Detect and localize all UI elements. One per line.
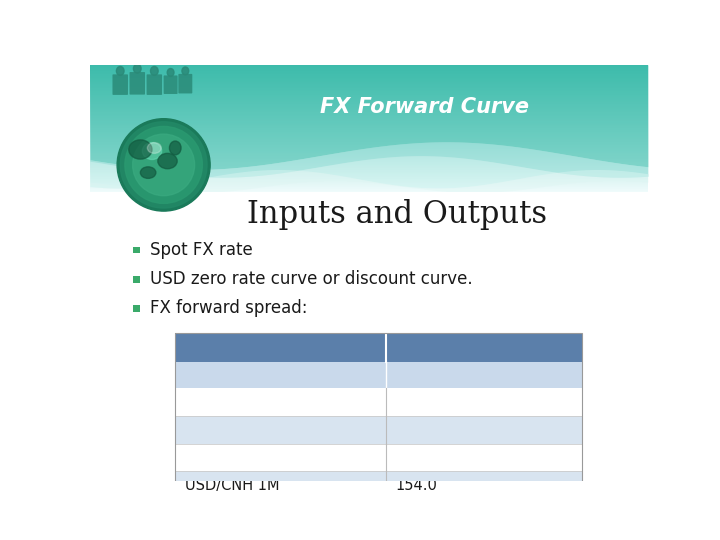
FancyBboxPatch shape xyxy=(175,444,582,471)
FancyBboxPatch shape xyxy=(179,74,192,93)
Text: USD/CNH 1W: USD/CNH 1W xyxy=(184,450,281,465)
Text: Quote Name: Quote Name xyxy=(184,368,277,383)
Ellipse shape xyxy=(117,66,124,76)
FancyBboxPatch shape xyxy=(175,388,582,416)
FancyBboxPatch shape xyxy=(112,75,128,95)
FancyBboxPatch shape xyxy=(175,362,582,388)
Text: USD/CNH O/N: USD/CNH O/N xyxy=(184,395,284,409)
Text: Forward Spread: Forward Spread xyxy=(395,368,510,383)
FancyBboxPatch shape xyxy=(132,305,140,312)
FancyBboxPatch shape xyxy=(130,72,145,94)
Text: FX forward spread:: FX forward spread: xyxy=(150,299,308,317)
Text: USD zero rate curve or discount curve.: USD zero rate curve or discount curve. xyxy=(150,270,473,288)
Ellipse shape xyxy=(143,143,162,159)
Ellipse shape xyxy=(169,141,181,155)
Ellipse shape xyxy=(148,143,161,153)
Text: FX Forward Curve: FX Forward Curve xyxy=(320,97,529,117)
FancyBboxPatch shape xyxy=(175,333,582,362)
Text: USD/CNH T/N: USD/CNH T/N xyxy=(184,422,282,437)
Ellipse shape xyxy=(150,66,158,76)
Circle shape xyxy=(120,122,207,208)
FancyBboxPatch shape xyxy=(147,75,162,95)
Ellipse shape xyxy=(140,167,156,178)
Circle shape xyxy=(117,119,210,211)
Text: Inputs and Outputs: Inputs and Outputs xyxy=(247,199,547,231)
Text: USD/CNH 1M: USD/CNH 1M xyxy=(184,478,279,492)
FancyBboxPatch shape xyxy=(163,76,178,94)
FancyBboxPatch shape xyxy=(132,247,140,253)
Text: 41.0: 41.0 xyxy=(395,450,428,465)
Ellipse shape xyxy=(133,64,141,73)
FancyBboxPatch shape xyxy=(175,416,582,444)
Text: 154.0: 154.0 xyxy=(395,478,437,492)
Text: 5.75: 5.75 xyxy=(395,422,428,437)
FancyBboxPatch shape xyxy=(132,276,140,283)
FancyBboxPatch shape xyxy=(175,471,582,499)
Circle shape xyxy=(125,126,202,204)
Text: Spot FX rate: Spot FX rate xyxy=(150,241,253,259)
Ellipse shape xyxy=(129,140,152,159)
Ellipse shape xyxy=(167,69,174,77)
Ellipse shape xyxy=(182,67,189,75)
Circle shape xyxy=(132,134,194,195)
Ellipse shape xyxy=(158,153,177,168)
Text: 9.0: 9.0 xyxy=(395,395,419,409)
